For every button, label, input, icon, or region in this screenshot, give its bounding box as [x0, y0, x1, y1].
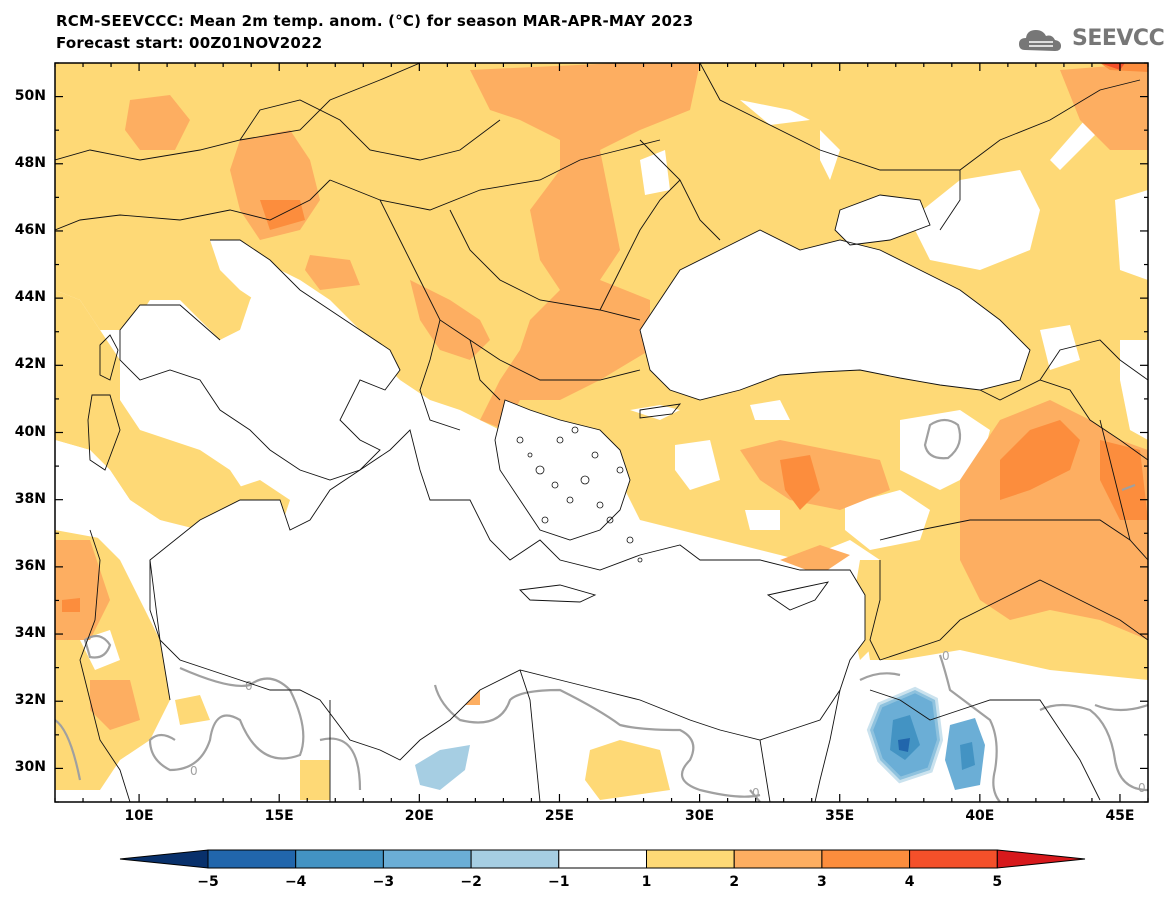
- contour-label: 0: [245, 679, 253, 693]
- lat-tick-label: 30N: [14, 759, 46, 776]
- lon-tick-label: 25E: [544, 808, 574, 824]
- anomaly-3-4-fill: [62, 63, 1148, 612]
- map-area: 0 0 0 0 0: [55, 63, 1148, 802]
- colorbar-label: 1: [641, 874, 652, 890]
- aegean-islands: [516, 426, 643, 563]
- colorbar-max-arrow: [996, 849, 1086, 869]
- lon-tick-label: 10E: [124, 808, 154, 824]
- colorbar-label: −5: [197, 874, 219, 890]
- colorbar-label: 2: [729, 874, 740, 890]
- sea-mask: [55, 195, 1148, 760]
- colorbar-label: 4: [904, 874, 915, 890]
- lat-tick-label: 42N: [14, 356, 46, 373]
- cloud-icon: [1019, 30, 1061, 51]
- contour-label: 0: [1138, 781, 1146, 795]
- lat-tick-label: 40N: [14, 423, 46, 440]
- lon-tick-label: 30E: [685, 808, 715, 824]
- zero-contours: [55, 418, 1148, 802]
- lon-tick-label: 35E: [825, 808, 855, 824]
- colorbar-label: −2: [460, 874, 482, 890]
- lat-tick-label: 48N: [14, 154, 46, 171]
- lat-tick-label: 32N: [14, 692, 46, 709]
- colorbar-box: [382, 849, 472, 869]
- colorbar-min-arrow: [119, 849, 209, 869]
- colorbar-box: [733, 849, 823, 869]
- anomaly-low-holes: [80, 63, 1148, 670]
- anomaly-4-5-fill: [1100, 63, 1125, 70]
- axis-ticks: [54, 62, 1149, 803]
- colorbar-box: [295, 849, 384, 869]
- colorbar-label: −3: [372, 874, 395, 890]
- colorbar-box: [470, 849, 560, 869]
- lat-tick-label: 38N: [14, 490, 46, 507]
- logo-text: SEEVCCC: [1072, 26, 1165, 51]
- colorbar-box: [909, 849, 998, 869]
- lat-tick-label: 36N: [14, 557, 46, 574]
- colorbar-label: 5: [992, 874, 1003, 890]
- lon-tick-label: 20E: [404, 808, 434, 824]
- colorbar-label: −1: [548, 874, 570, 890]
- colorbar-box: [558, 849, 647, 869]
- colorbar: [119, 849, 1086, 869]
- colorbar-box: [207, 849, 297, 869]
- lon-tick-label: 45E: [1105, 808, 1135, 824]
- lon-tick-label: 40E: [965, 808, 995, 824]
- lat-tick-label: 50N: [14, 87, 46, 104]
- colorbar-label: 3: [817, 874, 827, 890]
- contour-label: 0: [752, 786, 760, 800]
- lon-tick-label: 15E: [264, 808, 294, 824]
- contour-label: 0: [942, 649, 950, 663]
- map-title: RCM-SEEVCCC: Mean 2m temp. anom. (°C) fo…: [56, 12, 694, 30]
- lat-tick-label: 34N: [14, 625, 46, 642]
- colorbar-label: −4: [284, 874, 307, 890]
- contour-label: 0: [190, 764, 198, 778]
- contour-labels: 0 0 0 0 0: [190, 649, 1146, 800]
- forecast-start: Forecast start: 00Z01NOV2022: [56, 34, 323, 52]
- seevccc-logo: [1019, 30, 1061, 51]
- lat-tick-label: 44N: [14, 289, 46, 306]
- anomaly-negative-fill: [415, 686, 985, 790]
- lat-tick-label: 46N: [14, 221, 46, 238]
- colorbar-box: [646, 849, 735, 869]
- coastlines-borders: [55, 63, 1148, 802]
- colorbar-box: [821, 849, 911, 869]
